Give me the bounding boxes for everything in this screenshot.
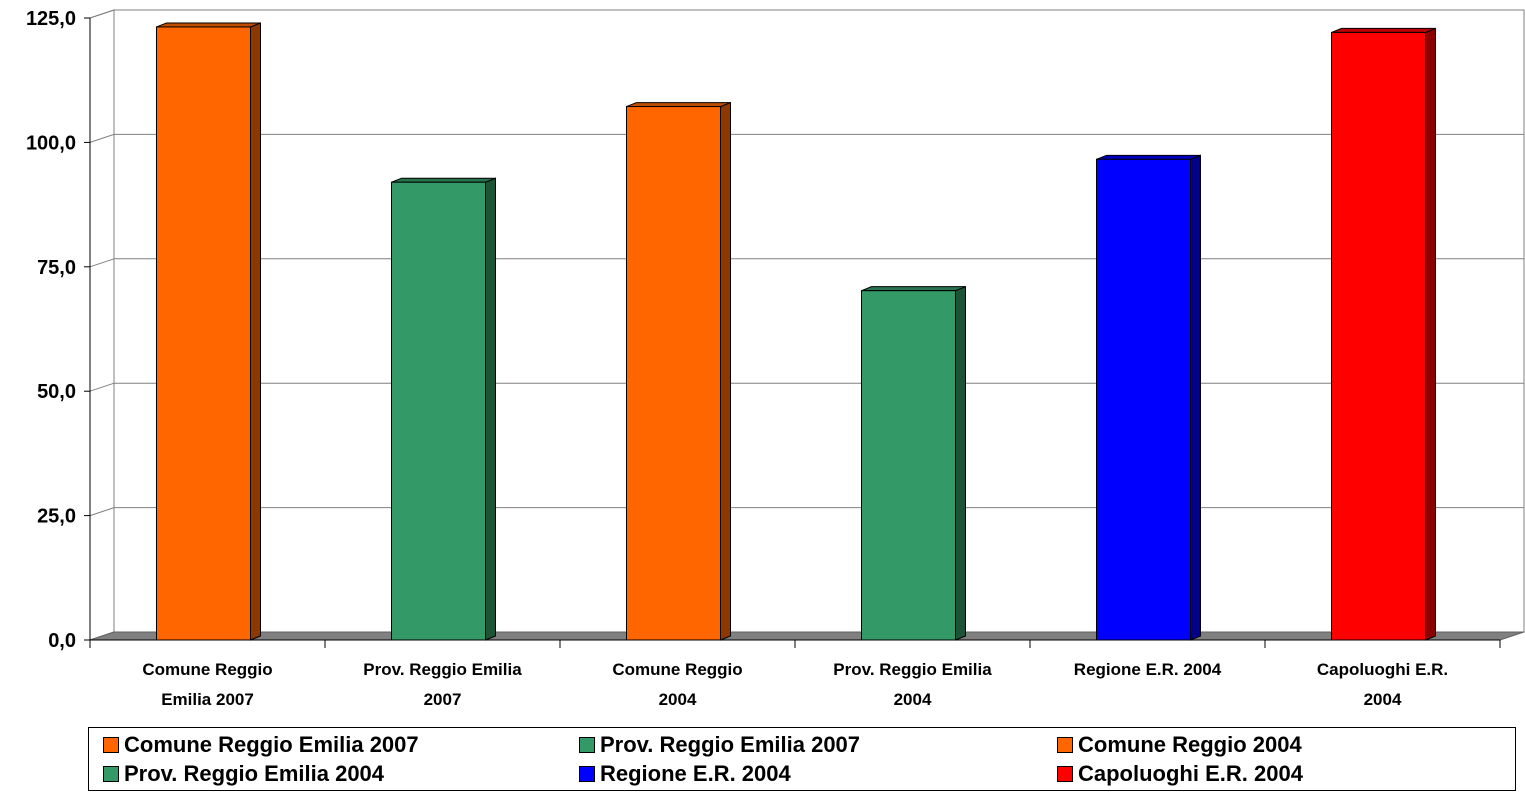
bar-front [391, 181, 486, 641]
y-tick-label: 100,0 [26, 132, 76, 154]
gridlines [89, 9, 1524, 517]
bar [1331, 27, 1436, 641]
legend-swatch [579, 737, 595, 753]
legend-label: Comune Reggio Emilia 2007 [124, 732, 419, 757]
floor [89, 631, 1525, 641]
bar-top [156, 22, 261, 28]
bar-top [1331, 27, 1436, 33]
legend-label: Prov. Reggio Emilia 2004 [124, 761, 385, 786]
legend-label: Capoluoghi E.R. 2004 [1078, 761, 1303, 786]
bar-top [1096, 154, 1201, 160]
side-wall [89, 9, 115, 641]
legend: Comune Reggio Emilia 2007 Prov. Reggio Em… [88, 727, 1516, 791]
y-axis: 0,0 25,0 50,0 75,0 100,0 125,0 [26, 8, 91, 652]
bar [861, 285, 966, 641]
x-tick-label: Comune Reggio Emilia 2007 [142, 660, 272, 709]
bar-side [485, 177, 496, 641]
bar [626, 101, 731, 641]
gridline-side [89, 258, 115, 268]
bar-front [626, 106, 721, 641]
bar-side [1425, 27, 1436, 641]
legend-item: Comune Reggio Emilia 2007 [103, 731, 419, 759]
bar [391, 177, 496, 641]
bar-top [626, 102, 731, 108]
legend-swatch [103, 766, 119, 782]
gridline-side [89, 382, 115, 392]
plot-walls [89, 9, 1525, 641]
legend-swatch [1057, 737, 1073, 753]
x-tick-label: Comune Reggio 2004 [612, 660, 742, 709]
y-tick-label: 25,0 [37, 506, 76, 528]
bar [156, 22, 261, 641]
bar-top [391, 177, 496, 183]
x-tick-label: Prov. Reggio Emilia 2007 [363, 660, 522, 709]
bar-side [720, 101, 731, 641]
y-tick-label: 50,0 [37, 381, 76, 403]
legend-label: Comune Reggio 2004 [1078, 732, 1302, 757]
bar-top [861, 286, 966, 292]
back-wall [113, 9, 1525, 633]
legend-swatch [103, 737, 119, 753]
bar-side [955, 285, 966, 641]
legend-item: Prov. Reggio Emilia 2007 [579, 731, 860, 759]
bar-front [156, 26, 251, 641]
x-axis: Comune Reggio Emilia 2007 Prov. Reggio Emi… [89, 639, 1501, 709]
x-tick-label: Regione E.R. 2004 [1074, 660, 1222, 679]
bars [156, 22, 1436, 641]
bar-chart: 0,0 25,0 50,0 75,0 100,0 125,0 Comune Reggio E… [26, 8, 1525, 709]
legend-swatch [1057, 766, 1073, 782]
legend-label: Regione E.R. 2004 [600, 761, 791, 786]
legend-swatch [579, 766, 595, 782]
y-tick-label: 0,0 [48, 630, 76, 652]
bar-side [250, 22, 261, 641]
y-tick-label: 75,0 [37, 257, 76, 279]
legend-label: Prov. Reggio Emilia 2007 [600, 732, 861, 757]
x-tick-label: Capoluoghi E.R. 2004 [1317, 660, 1448, 709]
legend-item: Capoluoghi E.R. 2004 [1057, 760, 1303, 788]
legend-item: Regione E.R. 2004 [579, 760, 791, 788]
bar [1096, 154, 1201, 641]
bar-front [1096, 158, 1191, 641]
gridline-side [89, 133, 115, 143]
bar-side [1190, 154, 1201, 641]
legend-item: Comune Reggio 2004 [1057, 731, 1302, 759]
gridline-side [89, 9, 115, 19]
x-tick-label: Prov. Reggio Emilia 2004 [833, 660, 992, 709]
gridline-side [89, 507, 115, 517]
bar-front [1331, 31, 1426, 641]
bar-front [861, 290, 956, 641]
y-tick-label: 125,0 [26, 8, 76, 30]
legend-item: Prov. Reggio Emilia 2004 [103, 760, 384, 788]
